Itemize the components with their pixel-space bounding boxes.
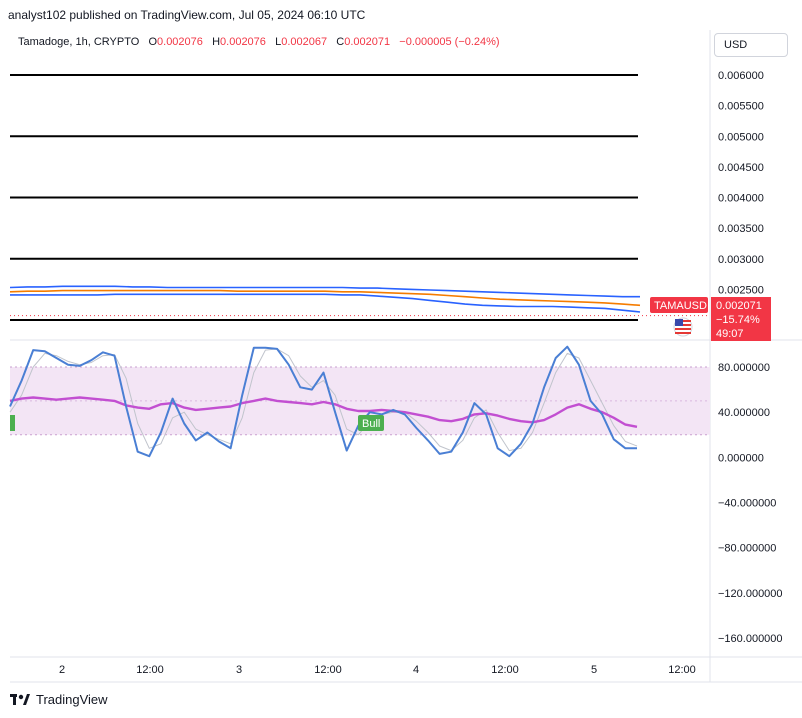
oscillator-stoch_k-line bbox=[9, 345, 637, 458]
high-value: 0.002076 bbox=[220, 36, 266, 48]
price-tick-label: 0.002500 bbox=[718, 284, 764, 296]
bull-label-text: Bull bbox=[362, 418, 380, 430]
time-tick-label: 12:00 bbox=[668, 664, 696, 676]
low-label: L bbox=[275, 36, 282, 48]
footer-brand: TradingView bbox=[10, 692, 108, 707]
price-badge-change: −15.74% bbox=[716, 314, 760, 326]
price-badge-countdown: 49:07 bbox=[716, 328, 744, 340]
time-tick-label: 5 bbox=[591, 664, 597, 676]
high-label: H bbox=[212, 36, 221, 48]
oscillator-rsi-line bbox=[9, 396, 638, 428]
oscillator-tick-label: 40.000000 bbox=[718, 407, 770, 419]
currency-button[interactable]: USD bbox=[714, 33, 788, 57]
price-upper_band-line bbox=[9, 285, 640, 298]
open-label: O bbox=[148, 36, 158, 48]
brand-name: TradingView bbox=[36, 692, 108, 707]
oscillator-tick-label: −40.000000 bbox=[718, 498, 776, 510]
flag-canton bbox=[675, 319, 683, 326]
oscillator-tick-label: −120.000000 bbox=[718, 588, 783, 600]
time-tick-label: 12:00 bbox=[136, 664, 164, 676]
symbol-badge-text: TAMAUSD bbox=[654, 300, 707, 312]
bull-label-box bbox=[358, 415, 384, 431]
flag-circle bbox=[673, 317, 693, 337]
price-tick-label: 0.006000 bbox=[718, 70, 764, 82]
oscillator-tick-label: 80.000000 bbox=[718, 362, 770, 374]
price-tick-label: 0.005500 bbox=[718, 101, 764, 113]
price-tick-label: 0.005000 bbox=[718, 131, 764, 143]
flag-stripe bbox=[675, 320, 691, 322]
price-tick-label: 0.004000 bbox=[718, 193, 764, 205]
close-label: C bbox=[336, 36, 345, 48]
price-badge-price: 0.002071 bbox=[716, 300, 762, 312]
symbol-badge bbox=[650, 297, 708, 313]
oscillator-band bbox=[10, 367, 710, 435]
price-tick-label: 0.003000 bbox=[718, 254, 764, 266]
bull-label-left-edge bbox=[10, 415, 15, 431]
flag-stripe bbox=[675, 324, 691, 326]
close-value: 0.002071 bbox=[344, 36, 391, 48]
change-value: −0.000005 (−0.24%) bbox=[399, 36, 500, 48]
oscillator-tick-label: −160.000000 bbox=[718, 633, 783, 645]
flag-stripe bbox=[675, 328, 691, 330]
time-tick-label: 12:00 bbox=[314, 664, 342, 676]
symbol-legend: Tamadoge, 1h, CRYPTO O0.002076 H0.002076… bbox=[18, 36, 500, 48]
time-tick-label: 2 bbox=[59, 664, 65, 676]
time-tick-label: 12:00 bbox=[491, 664, 519, 676]
low-value: 0.002067 bbox=[281, 36, 328, 48]
price-tick-label: 0.003500 bbox=[718, 223, 764, 235]
time-tick-label: 4 bbox=[413, 664, 419, 676]
open-value: 0.002076 bbox=[157, 36, 203, 48]
oscillator-tick-label: 0.000000 bbox=[718, 452, 764, 464]
price-middle-line bbox=[9, 289, 641, 307]
publish-header: analyst102 published on TradingView.com,… bbox=[0, 0, 802, 30]
tradingview-logo-icon bbox=[10, 693, 30, 705]
flag-stripe bbox=[675, 332, 691, 334]
us-flag-icon bbox=[673, 317, 693, 337]
bull-label: Bull bbox=[358, 415, 384, 431]
time-tick-label: 3 bbox=[236, 664, 242, 676]
price-badge bbox=[711, 297, 771, 341]
publish-info: analyst102 published on TradingView.com,… bbox=[8, 8, 366, 22]
price-lower_band-line bbox=[10, 293, 641, 313]
oscillator-tick-label: −80.000000 bbox=[718, 543, 776, 555]
price-tick-label: 0.004500 bbox=[718, 162, 764, 174]
oscillator-stoch_d-line bbox=[9, 348, 638, 452]
symbol-name[interactable]: Tamadoge, 1h, CRYPTO bbox=[18, 36, 140, 48]
